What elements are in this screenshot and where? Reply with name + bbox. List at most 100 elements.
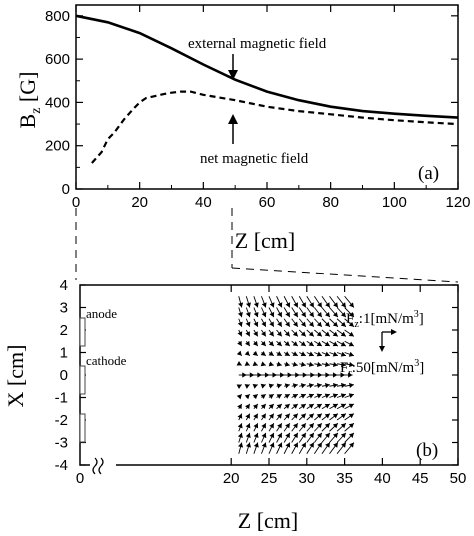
legend-fr: Fr:50[mN/m3] [340, 358, 424, 379]
vector-arrow [245, 423, 251, 432]
vector-arrow [268, 318, 275, 327]
vector-arrow [276, 372, 285, 378]
vector-arrow [321, 329, 331, 337]
vector-arrow [314, 351, 323, 357]
legend-arrows [379, 329, 397, 352]
vector-arrow [299, 351, 307, 357]
vector-arrow [276, 423, 283, 432]
vector-arrow [253, 442, 259, 454]
vector-arrow [321, 442, 331, 455]
vector-arrow [344, 340, 355, 347]
vector-arrow [276, 307, 283, 318]
vector-arrow [336, 442, 347, 455]
vector-arrow [268, 340, 275, 347]
arrow-external-field [228, 54, 238, 80]
vector-arrow [237, 329, 243, 337]
vector-arrow [238, 296, 244, 308]
vector-arrow [329, 351, 339, 357]
vector-arrow [329, 295, 339, 308]
vector-arrow [252, 393, 259, 400]
vector-arrow [344, 329, 355, 337]
panel-a-series [75, 14, 459, 164]
vector-arrow [321, 393, 331, 399]
vector-arrow [306, 351, 315, 357]
vector-arrow [329, 432, 339, 443]
lower-electrode [79, 413, 86, 443]
vector-arrow [268, 329, 275, 337]
vector-arrow [268, 442, 275, 454]
vector-arrow [336, 340, 347, 347]
vector-arrow [306, 442, 315, 454]
vector-arrow [306, 422, 315, 432]
vector-arrow [336, 422, 347, 432]
vector-arrow [314, 403, 323, 410]
vector-arrow [237, 423, 243, 432]
y-tick-label: 2 [60, 322, 68, 339]
y-tick-label: 0 [60, 367, 68, 384]
vector-arrow [261, 296, 267, 308]
vector-arrow [306, 329, 315, 337]
x-tick-label: 35 [336, 470, 353, 487]
panel-a-tick-labels: 0 20 40 60 80 100 120 0 200 400 600 800 [45, 8, 471, 211]
vector-arrow [344, 403, 355, 410]
cathode-label: cathode [86, 353, 127, 368]
vector-arrow [336, 295, 347, 308]
vector-arrow [313, 442, 323, 455]
vector-arrow [236, 393, 243, 400]
vector-arrow [276, 361, 282, 367]
x-tick-label: 80 [322, 194, 339, 211]
vector-arrow [276, 329, 283, 337]
vector-arrow [244, 350, 251, 357]
vector-arrow [329, 393, 339, 399]
panel-b-label: (b) [416, 440, 438, 461]
vector-arrow [336, 393, 347, 399]
vector-arrow [344, 422, 355, 432]
vector-arrow [291, 413, 299, 421]
y-tick-label: 3 [60, 300, 68, 317]
vector-arrow [336, 413, 347, 421]
vector-arrow [313, 295, 323, 308]
vector-arrow [336, 307, 347, 318]
vector-arrow [298, 442, 307, 454]
vector-arrow [283, 361, 290, 367]
vector-arrow [291, 372, 300, 378]
vector-arrow [253, 318, 259, 327]
vector-arrow [336, 351, 347, 357]
vector-arrow [291, 361, 298, 367]
vector-arrow [306, 403, 315, 410]
vector-arrow [253, 329, 259, 337]
vector-arrow [276, 383, 282, 389]
vector-arrow [253, 296, 259, 308]
vector-arrow [244, 384, 250, 389]
y-tick-label: 600 [45, 51, 70, 68]
vector-arrow [336, 361, 346, 368]
vector-arrow [245, 318, 251, 327]
vector-arrow [276, 340, 283, 347]
vector-arrow [238, 372, 247, 378]
vector-arrow [336, 329, 347, 337]
vector-arrow [245, 413, 251, 421]
vector-arrow [260, 350, 267, 357]
vector-arrow [276, 413, 283, 421]
panel-a-ticks [75, 5, 459, 190]
vector-arrow [260, 403, 267, 410]
vector-arrow [252, 361, 258, 367]
panel-b-tick-labels: 0 20 25 30 35 40 45 50 4 3 2 1 0 -1 -2 -3 -4 [55, 277, 467, 487]
vector-arrow [268, 423, 275, 432]
vector-arrow [344, 393, 355, 399]
vector-arrow [276, 393, 283, 399]
vector-arrow [268, 351, 275, 357]
vector-arrow [298, 340, 307, 347]
vector-arrow [306, 361, 314, 367]
vector-arrow [283, 393, 291, 399]
vector-arrow [237, 413, 243, 421]
vector-arrow [344, 432, 355, 443]
vector-arrow [283, 413, 291, 421]
vector-arrow [283, 442, 291, 454]
vector-arrow [269, 372, 277, 378]
vector-arrow [261, 442, 267, 454]
vector-arrow [261, 432, 267, 443]
vector-arrow [276, 442, 283, 454]
vector-arrow [253, 423, 259, 432]
